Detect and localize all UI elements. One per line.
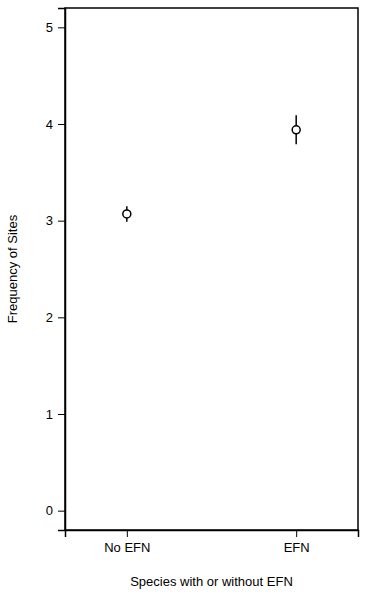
y-tick-mark — [58, 317, 65, 318]
y-tick: 0 — [46, 503, 65, 518]
x-axis-line — [66, 531, 359, 538]
y-tick-label: 5 — [46, 20, 53, 35]
plot-area — [123, 115, 300, 221]
y-tick-mark — [58, 414, 65, 415]
y-axis-line — [58, 9, 66, 531]
y-tick-label: 3 — [46, 213, 53, 228]
y-tick: 5 — [46, 20, 65, 35]
y-tick-label: 2 — [46, 310, 53, 325]
x-tick-mark — [296, 530, 297, 537]
y-tick-label: 0 — [46, 503, 53, 518]
y-tick-mark — [58, 511, 65, 512]
y-tick-mark — [58, 124, 65, 125]
x-axis: No EFN EFN — [66, 530, 359, 555]
x-tick-label: No EFN — [104, 540, 150, 555]
x-tick: EFN — [284, 530, 310, 555]
y-axis: 0 1 2 3 4 5 — [46, 9, 66, 531]
y-tick: 4 — [46, 117, 65, 132]
point — [123, 210, 131, 218]
point — [292, 126, 300, 134]
x-tick-mark — [127, 530, 128, 537]
y-tick: 2 — [46, 310, 65, 325]
y-tick-mark — [58, 27, 65, 28]
chart: 0 1 2 3 4 5 No EFN EFN Species with or without E… — [0, 0, 365, 600]
y-axis-title: Frequency of Sites — [5, 214, 20, 323]
y-tick-label: 1 — [46, 407, 53, 422]
plot-frame — [65, 8, 358, 530]
y-tick-label: 4 — [46, 117, 53, 132]
y-tick: 1 — [46, 407, 65, 422]
y-tick: 3 — [46, 213, 65, 228]
x-tick: No EFN — [104, 530, 150, 555]
y-tick-mark — [58, 221, 65, 222]
x-axis-title: Species with or without EFN — [130, 574, 293, 589]
x-tick-label: EFN — [284, 540, 310, 555]
